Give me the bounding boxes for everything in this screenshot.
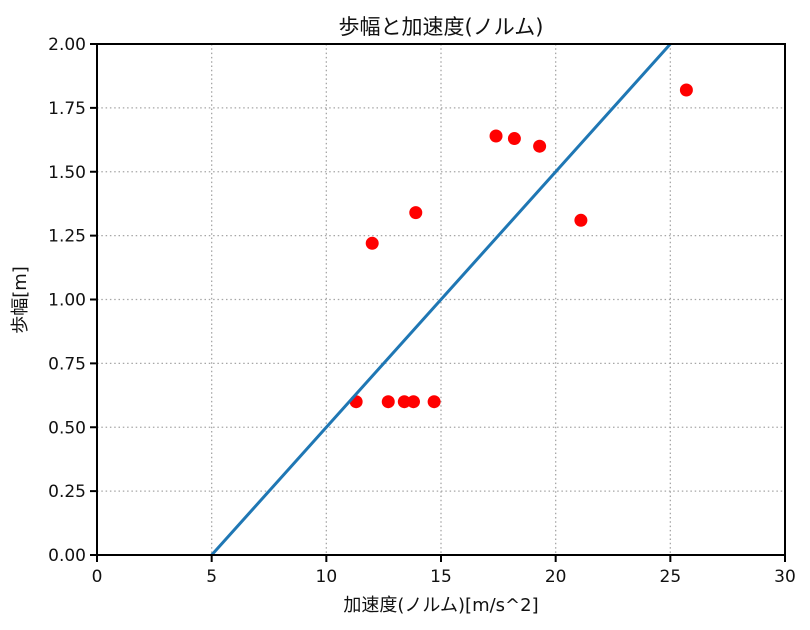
- x-tick-label: 20: [545, 567, 567, 587]
- x-axis-label: 加速度(ノルム)[m/s^2]: [343, 595, 538, 616]
- x-tick-label: 25: [660, 567, 682, 587]
- scatter-point: [507, 132, 521, 146]
- y-tick-label: 1.75: [48, 99, 86, 119]
- axis-ticks: 0 5 10 15 20 25 30 0.00 0.25 0.50 0.75 1.00 1.25 1.50…: [48, 35, 796, 587]
- scatter-point: [365, 236, 379, 250]
- y-tick-label: 0.25: [48, 482, 86, 502]
- x-tick-label: 0: [92, 567, 103, 587]
- scatter-point: [409, 206, 423, 220]
- scatter-point: [533, 139, 547, 153]
- scatter-point: [381, 395, 395, 409]
- trend-line: [210, 44, 673, 555]
- chart-title: 歩幅と加速度(ノルム): [339, 15, 544, 39]
- y-axis-label: 歩幅[m]: [10, 266, 31, 334]
- scatter-point: [406, 395, 420, 409]
- scatter-point: [574, 213, 588, 227]
- x-tick-label: 15: [430, 567, 452, 587]
- x-tick-label: 10: [316, 567, 338, 587]
- x-tick-label: 5: [206, 567, 217, 587]
- y-tick-label: 1.00: [48, 291, 86, 311]
- y-tick-label: 1.25: [48, 227, 86, 247]
- y-tick-label: 2.00: [48, 35, 86, 55]
- plot-series: [210, 44, 693, 555]
- y-tick-label: 0.75: [48, 354, 86, 374]
- y-tick-label: 0.00: [48, 546, 86, 566]
- y-tick-label: 0.50: [48, 418, 86, 438]
- scatter-point: [489, 129, 503, 143]
- scatter-point: [679, 83, 693, 97]
- y-tick-label: 1.50: [48, 163, 86, 183]
- scatter-point: [397, 395, 411, 409]
- x-tick-label: 30: [774, 567, 796, 587]
- scatter-point: [427, 395, 441, 409]
